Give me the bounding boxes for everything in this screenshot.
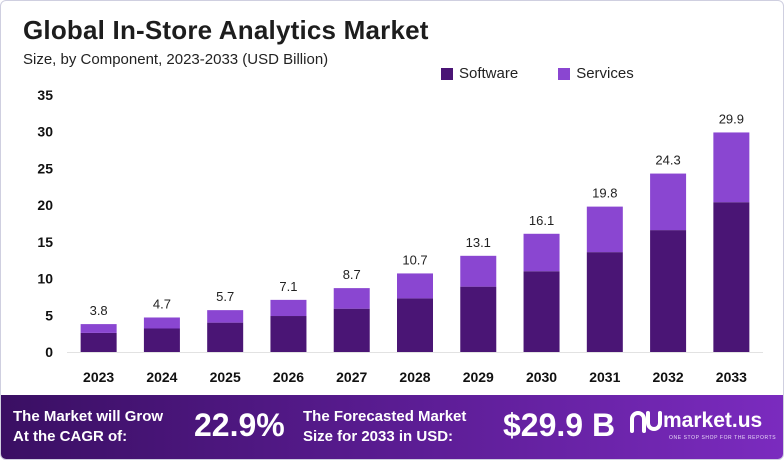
bar-software-2033 — [713, 202, 750, 352]
data-label-total-2028: 10.7 — [402, 252, 427, 267]
brand-tagline: ONE STOP SHOP FOR THE REPORTS — [669, 435, 777, 441]
legend-item-software: Software — [441, 65, 518, 82]
x-tick-label-2031: 2031 — [589, 369, 620, 385]
bar-software-2024 — [143, 328, 180, 352]
x-tick-label-2025: 2025 — [210, 369, 241, 385]
data-label-total-2024: 4.7 — [153, 296, 171, 311]
forecast-label: The Forecasted Market Size for 2033 in U… — [303, 407, 466, 447]
x-tick-label-2023: 2023 — [83, 369, 114, 385]
y-tick-label: 35 — [37, 87, 53, 103]
stacked-bar-chart: 051015202530353.820234.720245.720257.120… — [37, 87, 763, 385]
x-tick-label-2033: 2033 — [716, 369, 747, 385]
footer-banner: The Market will Grow At the CAGR of: 22.… — [1, 395, 783, 459]
legend-swatch-services — [558, 67, 571, 80]
bar-software-2030 — [523, 271, 560, 352]
bar-services-2030 — [523, 233, 560, 272]
cagr-label-line2: At the CAGR of: — [13, 428, 128, 445]
x-tick-label-2026: 2026 — [273, 369, 304, 385]
x-tick-label-2027: 2027 — [336, 369, 367, 385]
y-tick-label: 20 — [37, 197, 53, 213]
forecast-value: $29.9 B — [503, 407, 616, 443]
cagr-label-line1: The Market will Grow — [13, 408, 164, 425]
y-tick-label: 0 — [45, 344, 53, 360]
bar-software-2023 — [80, 332, 117, 352]
legend-label-services: Services — [576, 65, 634, 82]
bar-services-2023 — [80, 324, 117, 333]
brand-logo: market.us ONE STOP SHOP FOR THE REPORTS — [629, 407, 776, 441]
y-tick-label: 30 — [37, 124, 53, 140]
bar-software-2032 — [650, 230, 687, 352]
x-tick-label-2028: 2028 — [399, 369, 430, 385]
y-tick-label: 10 — [37, 271, 53, 287]
x-tick-label-2032: 2032 — [653, 369, 684, 385]
data-label-total-2026: 7.1 — [279, 279, 297, 294]
data-label-total-2031: 19.8 — [592, 186, 617, 201]
data-label-total-2025: 5.7 — [216, 289, 234, 304]
bar-services-2028 — [397, 273, 433, 299]
brand-name: market.us — [663, 409, 763, 432]
bar-services-2025 — [207, 310, 244, 323]
chart-legend: Software Services — [441, 65, 634, 82]
data-label-total-2033: 29.9 — [719, 111, 744, 126]
data-label-total-2030: 16.1 — [529, 213, 554, 228]
bar-software-2026 — [270, 316, 307, 352]
legend-swatch-software — [441, 67, 453, 80]
forecast-label-line1: The Forecasted Market — [303, 408, 467, 425]
y-tick-label: 25 — [37, 160, 53, 176]
cagr-value: 22.9% — [194, 407, 285, 443]
bar-software-2025 — [207, 322, 244, 352]
bar-services-2024 — [143, 317, 180, 329]
x-tick-label-2024: 2024 — [146, 369, 177, 385]
bar-services-2031 — [586, 206, 623, 253]
data-label-total-2032: 24.3 — [655, 153, 680, 168]
bar-services-2026 — [270, 299, 307, 317]
bar-services-2033 — [713, 132, 750, 203]
legend-label-software: Software — [459, 65, 519, 82]
cagr-label: The Market will Grow At the CAGR of: — [13, 407, 163, 447]
chart-subtitle: Size, by Component, 2023-2033 (USD Billi… — [23, 51, 329, 68]
data-label-total-2023: 3.8 — [90, 303, 108, 318]
market-us-logo-icon — [630, 411, 662, 433]
x-tick-label-2029: 2029 — [463, 369, 494, 385]
bar-software-2028 — [397, 298, 433, 352]
y-tick-label: 5 — [45, 307, 53, 323]
bar-services-2029 — [460, 255, 497, 287]
bar-services-2032 — [650, 173, 687, 231]
chart-title: Global In-Store Analytics Market — [23, 15, 429, 45]
bar-services-2027 — [333, 288, 370, 309]
legend-item-services: Services — [558, 65, 634, 82]
y-tick-label: 15 — [37, 234, 53, 250]
bar-software-2031 — [586, 252, 623, 352]
x-tick-label-2030: 2030 — [526, 369, 557, 385]
bar-software-2029 — [460, 286, 497, 352]
bar-software-2027 — [333, 308, 370, 352]
data-label-total-2027: 8.7 — [343, 267, 361, 282]
data-label-total-2029: 13.1 — [466, 235, 491, 250]
forecast-label-line2: Size for 2033 in USD: — [303, 428, 454, 445]
